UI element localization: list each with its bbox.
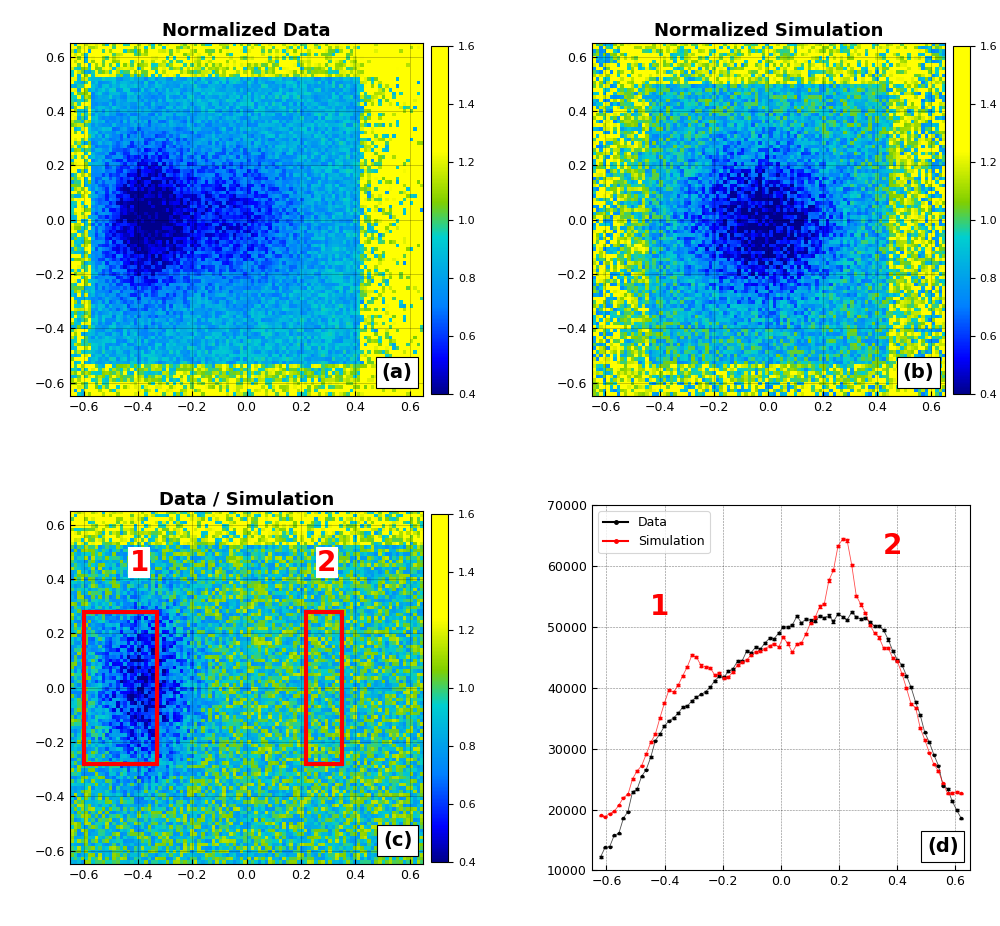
Text: 1: 1 bbox=[650, 593, 669, 620]
Text: 2: 2 bbox=[317, 549, 337, 577]
Title: Data / Simulation: Data / Simulation bbox=[159, 490, 334, 508]
Title: Normalized Simulation: Normalized Simulation bbox=[654, 22, 883, 40]
Text: 1: 1 bbox=[130, 549, 149, 577]
Text: (c): (c) bbox=[383, 832, 413, 850]
Text: (b): (b) bbox=[903, 363, 934, 382]
Legend: Data, Simulation: Data, Simulation bbox=[598, 511, 710, 554]
Text: (d): (d) bbox=[927, 837, 959, 856]
Bar bbox=[84, 611, 157, 764]
Text: 2: 2 bbox=[883, 532, 902, 559]
Bar bbox=[306, 611, 342, 764]
Title: Normalized Data: Normalized Data bbox=[162, 22, 331, 40]
Text: (a): (a) bbox=[382, 363, 413, 382]
